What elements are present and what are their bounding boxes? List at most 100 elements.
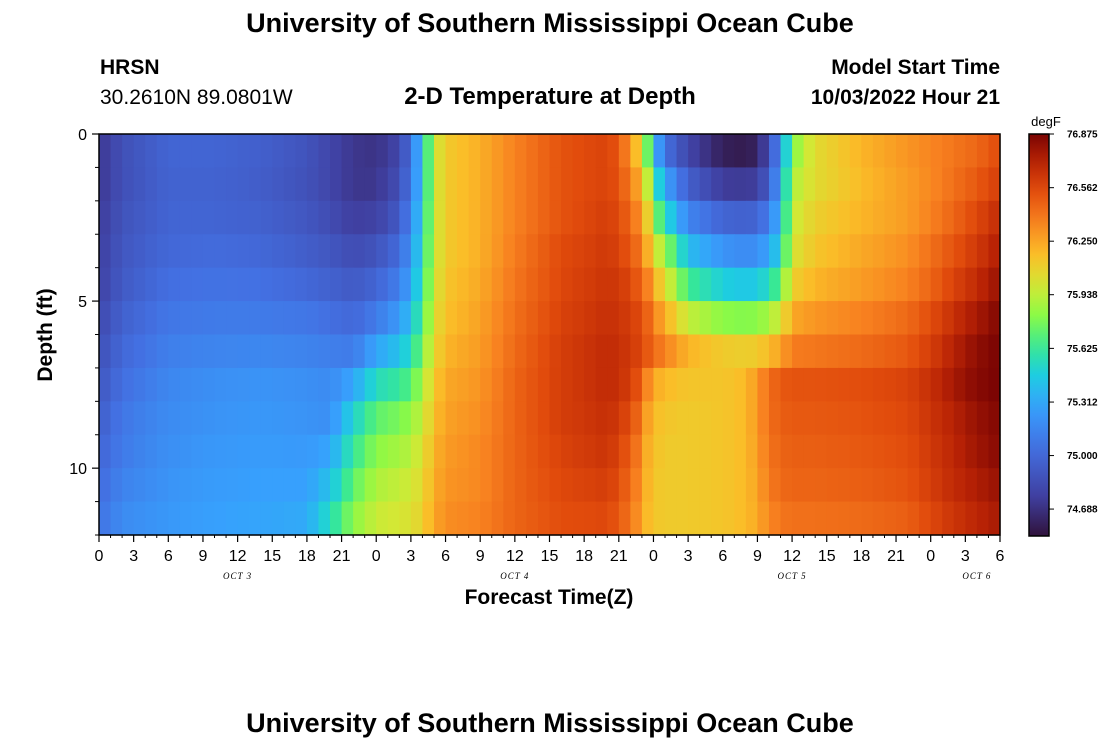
heatmap-cell — [838, 301, 851, 336]
heatmap-cell — [110, 401, 123, 436]
heatmap-cell — [122, 301, 135, 336]
heatmap-cell — [757, 367, 770, 402]
heatmap-cell — [306, 401, 320, 436]
heatmap-cell — [145, 267, 158, 302]
heatmap-cell — [503, 200, 516, 235]
heatmap-cell — [514, 200, 527, 235]
heatmap-cell — [422, 367, 435, 402]
heatmap-cell — [422, 468, 435, 503]
heatmap-cell — [630, 401, 643, 436]
heatmap-cell — [179, 401, 193, 436]
heatmap-cell — [630, 301, 643, 336]
temperature-depth-chart: 0 3 6 9 12 15 18 21 0 3 6 9 12 15 18 21 0 3 6 9 12 15 18 21 0 3 6O… — [34, 114, 1098, 609]
heatmap-cell — [849, 301, 862, 336]
heatmap-cell — [976, 501, 990, 536]
heatmap-cell — [202, 301, 216, 336]
heatmap-cell — [318, 234, 331, 269]
heatmap-cell — [283, 334, 296, 369]
heatmap-cell — [457, 167, 470, 202]
heatmap-cell — [318, 468, 331, 503]
heatmap-cell — [526, 134, 539, 169]
heatmap-cell — [734, 167, 747, 202]
heatmap-cell — [306, 301, 320, 336]
heatmap-cell — [930, 334, 943, 369]
heatmap-cell — [757, 234, 770, 269]
heatmap-cell — [306, 200, 320, 235]
heatmap-cell — [399, 501, 412, 536]
y-tick-label: 0 — [78, 127, 87, 144]
heatmap-cell — [526, 267, 539, 302]
heatmap-cell — [145, 401, 158, 436]
heatmap-cell — [491, 301, 504, 336]
heatmap-cell — [364, 334, 377, 369]
heatmap-cell — [526, 501, 539, 536]
heatmap-cell — [468, 134, 481, 169]
heatmap-cell — [526, 468, 539, 503]
heatmap-cell — [711, 501, 724, 536]
x-tick-label: 9 — [199, 548, 208, 565]
heatmap-cell — [849, 501, 862, 536]
heatmap-cell — [792, 468, 805, 503]
heatmap-cell — [768, 501, 782, 536]
heatmap-cell — [653, 267, 666, 302]
heatmap-cell — [815, 501, 828, 536]
heatmap-cell — [468, 301, 481, 336]
heatmap-cell — [145, 468, 158, 503]
heatmap-cell — [387, 200, 400, 235]
heatmap-cell — [595, 334, 608, 369]
heatmap-cell — [792, 234, 805, 269]
heatmap-cell — [480, 267, 493, 302]
heatmap-cell — [341, 167, 354, 202]
heatmap-cell — [976, 301, 990, 336]
heatmap-cell — [942, 267, 955, 302]
heatmap-cell — [249, 367, 262, 402]
y-axis-label: Depth (ft) — [34, 288, 57, 381]
heatmap-cell — [179, 367, 193, 402]
heatmap-cell — [503, 501, 516, 536]
heatmap-cell — [561, 468, 574, 503]
heatmap-cell — [491, 134, 504, 169]
heatmap-cell — [618, 334, 631, 369]
heatmap-cell — [226, 134, 239, 169]
heatmap-cell — [514, 334, 527, 369]
heatmap-cell — [872, 200, 886, 235]
heatmap-cell — [226, 167, 239, 202]
heatmap-cell — [133, 468, 146, 503]
heatmap-cell — [826, 334, 839, 369]
heatmap-cell — [526, 234, 539, 269]
heatmap-cell — [896, 301, 909, 336]
heatmap-cell — [537, 234, 551, 269]
x-tick-label: 15 — [541, 548, 559, 565]
heatmap-cell — [907, 434, 920, 469]
heatmap-cell — [249, 401, 262, 436]
heatmap-cell — [630, 167, 643, 202]
heatmap-cell — [295, 468, 308, 503]
heatmap-cell — [641, 367, 655, 402]
heatmap-cell — [191, 234, 204, 269]
heatmap-cell — [699, 267, 712, 302]
heatmap-cell — [676, 267, 689, 302]
heatmap-cell — [156, 134, 169, 169]
heatmap-cell — [930, 167, 943, 202]
heatmap-cell — [676, 200, 689, 235]
heatmap-cell — [872, 367, 886, 402]
heatmap-cell — [584, 134, 597, 169]
heatmap-cell — [861, 367, 874, 402]
heatmap-cell — [942, 434, 955, 469]
heatmap-cell — [641, 434, 655, 469]
heatmap-cell — [572, 468, 585, 503]
heatmap-cell — [988, 167, 1001, 202]
heatmap-cell — [468, 501, 481, 536]
heatmap-cell — [445, 367, 458, 402]
x-tick-label: 3 — [129, 548, 138, 565]
heatmap-cell — [457, 434, 470, 469]
heatmap-cell — [722, 367, 735, 402]
heatmap-cell — [133, 367, 146, 402]
heatmap-cell — [376, 434, 389, 469]
heatmap-cell — [549, 234, 562, 269]
heatmap-cell — [653, 234, 666, 269]
heatmap-cell — [849, 134, 862, 169]
heatmap-cell — [595, 267, 608, 302]
x-axis: 0 3 6 9 12 15 18 21 0 3 6 9 12 15 18 21 0 3 6 9 12 15 18 21 0 3 6O… — [95, 535, 1005, 581]
heatmap-cell — [976, 200, 990, 235]
